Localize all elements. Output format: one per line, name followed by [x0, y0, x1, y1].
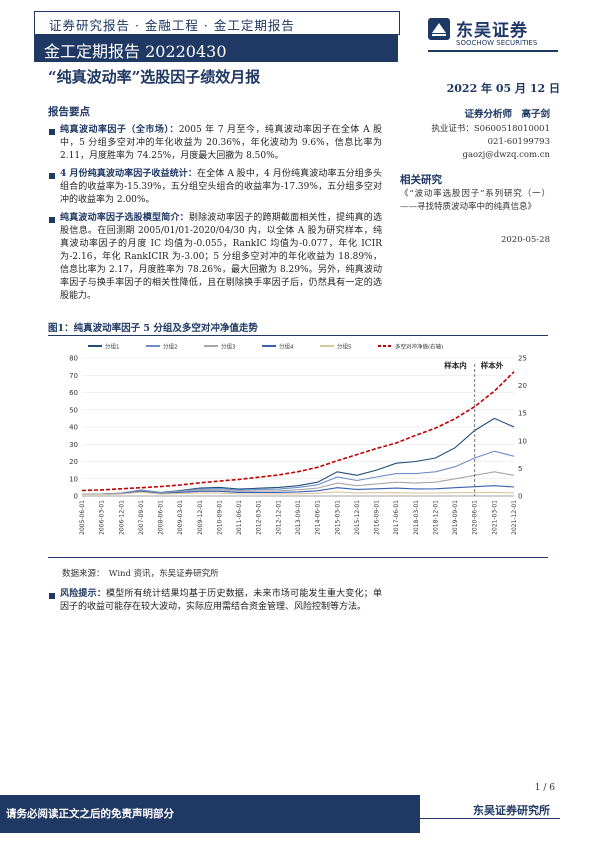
x-tick-label: 2018-03-01	[413, 500, 420, 535]
x-tick-label: 2017-06-01	[393, 500, 400, 535]
disclaimer-band: 请务必阅读正文之后的免责声明部分	[0, 795, 420, 833]
y-left-tick-label: 70	[69, 372, 78, 380]
point-1-text: 2005 年 7 月至今，纯真波动率因子在全体 A 股中，5 分组多空对冲的年化…	[60, 125, 382, 161]
analyst-name: 证券分析师 高子剑	[464, 109, 550, 120]
y-left-tick-label: 0	[74, 493, 78, 501]
y-left-tick-label: 40	[69, 424, 78, 432]
point-3-text: 剔除波动率因子的跨期截面相关性，提纯真的选股信息。在回测期 2005/01/01…	[60, 213, 382, 301]
logo-text-cn: 东吴证券	[456, 21, 528, 41]
analyst-cert: 执业证书：S0600518010001	[431, 124, 550, 134]
analyst-phone: 021-60199793	[487, 137, 550, 147]
series-line-5	[81, 491, 515, 495]
x-tick-label: 2012-12-01	[275, 500, 282, 535]
x-tick-label: 2021-12-01	[511, 500, 518, 535]
point-2-text: 在全体 A 股中，4 月份纯真波动率五分组多头组合的收益率为-15.39%，五分…	[60, 169, 383, 205]
figure-title: 图1：纯真波动率因子 5 分组及多空对冲净值走势	[48, 323, 258, 334]
x-tick-label: 2016-09-01	[374, 500, 381, 535]
x-tick-label: 2009-12-01	[197, 500, 204, 535]
report-title: “纯真波动率”选股因子绩效月报	[48, 68, 261, 86]
series-line-4	[82, 485, 515, 495]
figure-source: 数据来源： Wind 资讯，东吴证券研究所	[62, 569, 219, 579]
summary-point-1: 纯真波动率因子（全市场）：2005 年 7 月至今，纯真波动率因子在全体 A 股…	[60, 124, 382, 163]
report-category-bar: 证券研究报告 · 金融工程 · 金工定期报告	[34, 11, 400, 35]
out-of-sample-label: 样本外	[481, 360, 504, 370]
summary-heading: 报告要点	[48, 106, 90, 118]
figure-bottom-rule	[48, 557, 548, 558]
x-tick-label: 2009-03-01	[177, 500, 184, 535]
x-tick-label: 2013-09-01	[295, 500, 302, 535]
point-3-lead: 纯真波动率因子选股模型简介：	[60, 213, 189, 223]
series-line-1	[81, 417, 515, 495]
y-left-tick-label: 60	[69, 389, 78, 397]
disclaimer-text: 请务必阅读正文之后的免责声明部分	[6, 808, 174, 820]
logo-text-en: SOOCHOW SECURITIES	[456, 39, 538, 47]
y-right-tick-label: 0	[518, 493, 522, 501]
logo-mark-icon	[428, 18, 450, 40]
x-tick-label: 2019-09-01	[452, 500, 459, 535]
y-left-tick-label: 10	[69, 475, 78, 483]
page-number: 1 / 6	[534, 783, 555, 793]
report-section: 金工定期报告 20220430	[44, 42, 227, 61]
point-1-lead: 纯真波动率因子（全市场）：	[60, 125, 179, 135]
y-left-tick-label: 50	[69, 406, 78, 414]
risk-warning: 风险提示：模型所有统计结果均基于历史数据，未来市场可能发生重大变化；单因子的收益…	[60, 588, 382, 614]
legend-label: 分组1	[105, 343, 120, 351]
x-tick-label: 2007-09-01	[138, 500, 145, 535]
x-tick-label: 2008-06-01	[158, 500, 165, 535]
x-tick-label: 2005-06-01	[79, 500, 86, 535]
figure-top-rule	[48, 335, 548, 336]
report-category: 证券研究报告 · 金融工程 · 金工定期报告	[49, 18, 295, 33]
x-tick-label: 2018-12-01	[432, 500, 439, 535]
bullet-icon	[49, 217, 55, 223]
x-tick-label: 2006-03-01	[99, 500, 106, 535]
y-right-tick-label: 5	[518, 465, 522, 473]
bullet-icon	[49, 129, 55, 135]
risk-lead: 风险提示：	[60, 589, 107, 599]
series-line-6	[81, 371, 515, 492]
x-tick-label: 2010-09-01	[216, 500, 223, 535]
related-item[interactable]: 《“波动率选股因子”系列研究（一）——寻找特质波动率中的纯真信息》	[400, 189, 550, 212]
y-left-tick-label: 30	[69, 441, 78, 449]
risk-text: 模型所有统计结果均基于历史数据，未来市场可能发生重大变化；单因子的收益可能存在较…	[60, 589, 382, 612]
nav-chart: 分组1 分组2 分组3 分组4 分组5 多空对冲净值(右轴) 01020304050607…	[69, 343, 527, 535]
legend-label: 分组4	[279, 343, 294, 351]
in-sample-label: 样本内	[444, 360, 467, 370]
x-tick-label: 2012-03-01	[256, 500, 263, 535]
related-date: 2020-05-28	[500, 235, 550, 245]
y-right-tick-label: 10	[518, 437, 527, 445]
y-left-tick-label: 80	[69, 355, 78, 363]
summary-point-3: 纯真波动率因子选股模型简介：剔除波动率因子的跨期截面相关性，提纯真的选股信息。在…	[60, 212, 382, 303]
x-tick-label: 2006-12-01	[118, 500, 125, 535]
x-tick-label: 2014-06-01	[315, 500, 322, 535]
bullet-icon	[49, 593, 55, 599]
y-left-tick-label: 20	[69, 458, 78, 466]
y-right-tick-label: 25	[518, 355, 527, 363]
legend-label: 分组5	[337, 343, 352, 351]
report-section-bar: 金工定期报告 20220430	[34, 35, 398, 62]
point-2-lead: 4 月份纯真波动率因子收益统计：	[60, 169, 198, 179]
company-logo: 东吴证券 SOOCHOW SECURITIES	[428, 14, 558, 54]
summary-point-2: 4 月份纯真波动率因子收益统计：在全体 A 股中，4 月份纯真波动率五分组多头组…	[60, 168, 382, 207]
x-tick-label: 2011-06-01	[236, 500, 243, 535]
footer-rule	[420, 818, 560, 819]
legend-label: 分组2	[163, 343, 178, 351]
related-heading: 相关研究	[400, 174, 442, 186]
x-tick-label: 2021-03-01	[491, 500, 498, 535]
report-date: 2022 年 05 月 12 日	[446, 82, 560, 95]
analyst-email[interactable]: gaozj@dwzq.com.cn	[462, 150, 550, 160]
y-right-tick-label: 20	[518, 382, 527, 390]
y-right-tick-label: 15	[518, 410, 527, 418]
legend-label: 多空对冲净值(右轴)	[395, 343, 443, 351]
logo-underline	[428, 50, 558, 52]
legend-label: 分组3	[221, 343, 236, 351]
footer-company: 东吴证券研究所	[473, 804, 550, 817]
x-tick-label: 2015-03-01	[334, 500, 341, 535]
x-tick-label: 2015-12-01	[354, 500, 361, 535]
bullet-icon	[49, 173, 55, 179]
x-tick-label: 2020-06-01	[472, 500, 479, 535]
